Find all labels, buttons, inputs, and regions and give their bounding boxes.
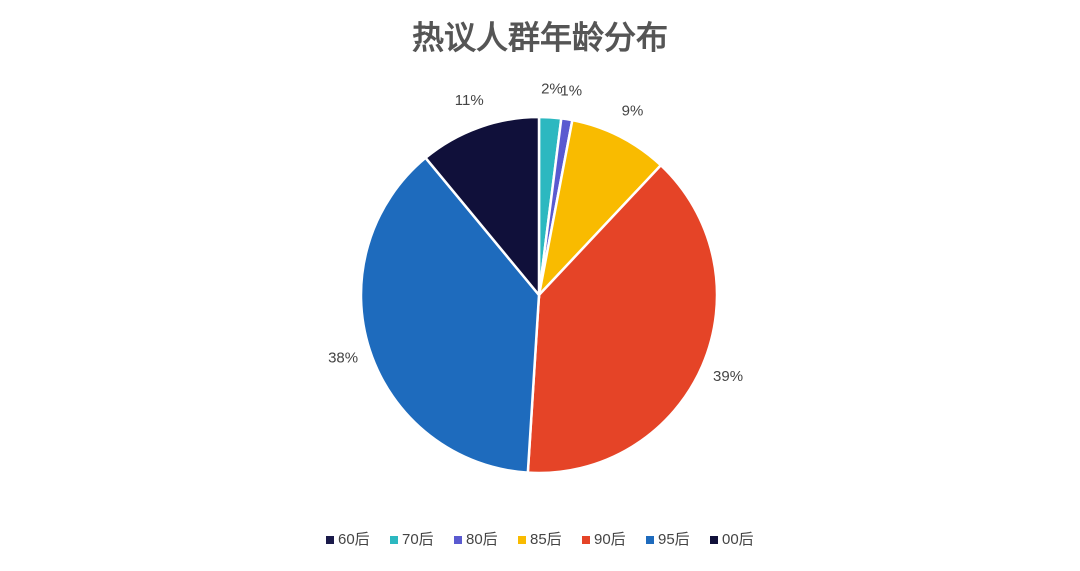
data-label: 39%: [713, 368, 743, 385]
pie-slice: [536, 118, 663, 299]
data-label: 9%: [622, 102, 644, 119]
legend-label: 00后: [722, 531, 754, 548]
legend-marker: [326, 536, 334, 544]
legend-marker: [710, 536, 718, 544]
pie-slice: [423, 115, 541, 299]
legend-marker: [390, 536, 398, 544]
legend-marker: [518, 536, 526, 544]
legend-label: 70后: [402, 531, 434, 548]
legend-marker: [582, 536, 590, 544]
legend-marker: [454, 536, 462, 544]
legend-label: 90后: [594, 531, 626, 548]
pie-slice: [359, 156, 541, 474]
data-label: 38%: [328, 350, 358, 367]
chart-title: 热议人群年龄分布: [412, 19, 668, 55]
legend-label: 80后: [466, 531, 498, 548]
pie-slice: [526, 163, 719, 475]
data-label: 2%: [541, 80, 563, 97]
legend-marker: [646, 536, 654, 544]
data-label: 11%: [455, 92, 484, 109]
legend-label: 95后: [658, 531, 690, 548]
legend-label: 60后: [338, 531, 370, 548]
legend-label: 85后: [530, 531, 562, 548]
data-label: 1%: [560, 83, 582, 100]
